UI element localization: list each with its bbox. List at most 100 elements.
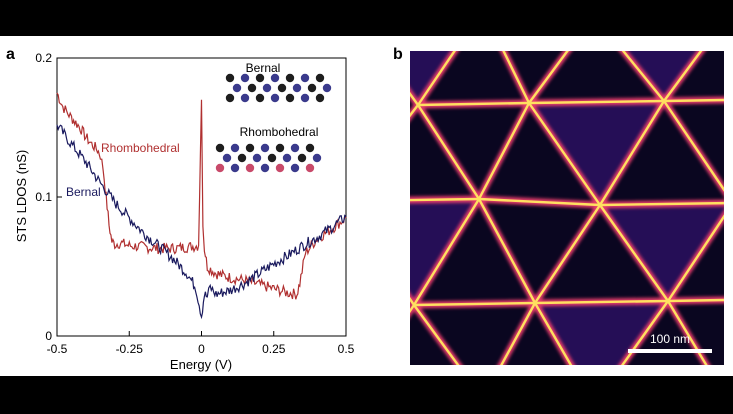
- atom-blue: [262, 83, 272, 93]
- series-layer: [56, 92, 347, 320]
- atom-black: [315, 93, 325, 103]
- domain-wall: [528, 99, 665, 105]
- atom-blue: [322, 83, 332, 93]
- atom-blue: [240, 73, 250, 83]
- atom-black: [275, 143, 285, 153]
- atom-blue: [230, 163, 240, 173]
- atom-pink: [245, 163, 255, 173]
- x-tick-label: 0: [198, 342, 205, 356]
- atom-black: [237, 153, 247, 163]
- atom-blue: [300, 73, 310, 83]
- atom-blue: [292, 83, 302, 93]
- inset-bernal-label: Bernal: [246, 61, 281, 75]
- domain-wall: [534, 299, 669, 305]
- panel-b-label: b: [393, 46, 403, 63]
- atom-blue: [240, 93, 250, 103]
- atom-blue: [252, 153, 262, 163]
- atom-pink: [215, 163, 225, 173]
- domain-wall: [663, 98, 724, 103]
- atom-black: [285, 73, 295, 83]
- atom-pink: [305, 163, 315, 173]
- atom-blue: [270, 73, 280, 83]
- series-line-bernal: [56, 124, 347, 320]
- y-tick-label: 0.1: [35, 190, 52, 204]
- domain-wall: [412, 198, 481, 306]
- sts-chart: -0.5 -0.25 0 0.25 0.5 0 0.1 0.2 Energy (V) STS…: [14, 51, 355, 372]
- atom-blue: [282, 153, 292, 163]
- domain-triangle: [535, 301, 668, 365]
- atom-black: [305, 143, 315, 153]
- x-tick-label: 0.25: [262, 342, 286, 356]
- domain-wall: [667, 298, 724, 303]
- atom-blue: [270, 93, 280, 103]
- atom-black: [225, 73, 235, 83]
- atom-black: [255, 93, 265, 103]
- inset-rhombohedral-label: Rhombohedral: [240, 125, 319, 139]
- domain-wall: [533, 204, 602, 304]
- y-tick-label: 0.2: [35, 51, 52, 65]
- domain-wall: [599, 204, 669, 302]
- x-axis-label: Energy (V): [170, 357, 232, 372]
- domain-wall: [410, 197, 480, 202]
- stm-image: 100 nm: [410, 51, 724, 365]
- domain-wall: [598, 100, 666, 206]
- atom-blue: [290, 143, 300, 153]
- atom-black: [307, 83, 317, 93]
- domain-wall: [413, 304, 460, 365]
- annotation-bernal: Bernal: [66, 185, 101, 199]
- atom-blue: [230, 143, 240, 153]
- atom-black: [245, 143, 255, 153]
- domain-wall: [621, 51, 665, 102]
- atom-black: [297, 153, 307, 163]
- domain-wall: [599, 201, 724, 207]
- x-tick-label: 0.5: [338, 342, 355, 356]
- y-tick-label: 0: [45, 329, 52, 343]
- scalebar-label: 100 nm: [650, 332, 690, 346]
- domain-wall: [416, 104, 481, 200]
- atom-black: [267, 153, 277, 163]
- annotation-rhombohedral: Rhombohedral: [101, 141, 180, 155]
- atom-black: [225, 93, 235, 103]
- domain-wall: [663, 51, 703, 102]
- x-tick-label: -0.25: [116, 342, 144, 356]
- domain-wall: [666, 214, 724, 302]
- panel-a-label: a: [6, 46, 15, 63]
- y-axis-label: STS LDOS (nS): [14, 150, 29, 242]
- domain-wall: [533, 302, 573, 365]
- atom-black: [285, 93, 295, 103]
- domain-triangle: [529, 101, 664, 205]
- atom-blue: [260, 143, 270, 153]
- domain-wall: [417, 101, 530, 107]
- domain-wall: [528, 102, 601, 206]
- atom-blue: [312, 153, 322, 163]
- atom-blue: [290, 163, 300, 173]
- scalebar: [628, 349, 712, 353]
- domain-wall: [502, 51, 531, 104]
- atom-pink: [275, 163, 285, 173]
- atom-blue: [260, 163, 270, 173]
- domain-wall: [477, 102, 531, 200]
- domain-triangle: [600, 203, 724, 301]
- domain-wall: [528, 51, 569, 104]
- atom-black: [247, 83, 257, 93]
- rhombohedral-stacking-inset: [215, 143, 322, 173]
- bernal-stacking-inset: [225, 73, 332, 103]
- atom-black: [255, 73, 265, 83]
- atom-black: [315, 73, 325, 83]
- atom-blue: [232, 83, 242, 93]
- x-ticks: -0.5 -0.25 0 0.25 0.5: [47, 331, 355, 356]
- atom-black: [277, 83, 287, 93]
- atom-blue: [300, 93, 310, 103]
- domain-wall: [477, 198, 537, 304]
- domain-wall: [500, 302, 537, 365]
- atom-blue: [222, 153, 232, 163]
- domain-wall: [478, 197, 601, 207]
- domain-wall: [417, 51, 457, 106]
- atom-black: [215, 143, 225, 153]
- domain-wall: [663, 100, 724, 192]
- x-tick-label: -0.5: [47, 342, 68, 356]
- domain-wall: [413, 301, 536, 307]
- domain-triangle: [623, 51, 701, 101]
- y-ticks: 0 0.1 0.2: [35, 51, 62, 343]
